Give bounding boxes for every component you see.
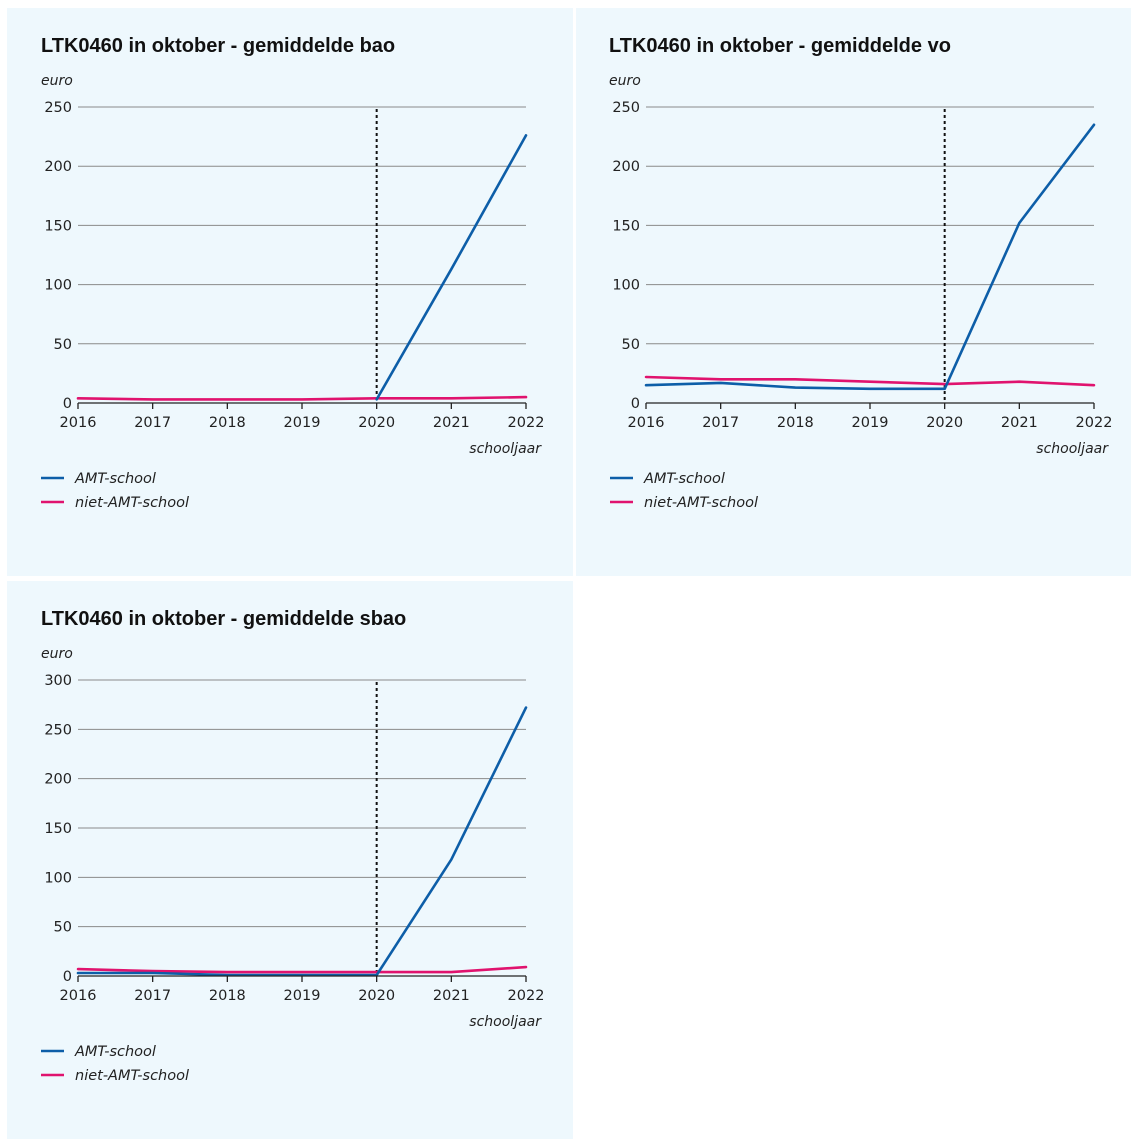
legend-label: AMT-school: [74, 471, 156, 487]
series-line-amt-school: [76, 706, 528, 977]
legend-label: niet-AMT-school: [75, 1068, 189, 1084]
y-tick-label: 250: [612, 100, 640, 116]
x-axis-label: schooljaar: [469, 1014, 542, 1030]
series-lines: [76, 706, 528, 977]
x-tick-label: 2016: [60, 415, 97, 431]
x-tick-label: 2018: [209, 988, 246, 1004]
y-tick-label: 50: [622, 337, 640, 353]
chart-panel-sbao: LTK0460 in oktober - gemiddelde sbao eur…: [7, 581, 573, 1139]
chart-title: LTK0460 in oktober - gemiddelde bao: [41, 35, 395, 57]
x-tick-label: 2016: [628, 415, 665, 431]
x-axis-label: schooljaar: [469, 441, 542, 457]
y-tick-label: 150: [612, 218, 640, 234]
x-tick-label: 2022: [1076, 415, 1113, 431]
x-axis: 2016 2017 2018 2019 2020 2021 2022: [628, 402, 1113, 431]
x-tick-label: 2019: [852, 415, 889, 431]
x-tick-label: 2022: [508, 415, 545, 431]
y-tick-label: 0: [63, 969, 72, 985]
x-tick-label: 2021: [433, 988, 470, 1004]
series-line-amt-school: [644, 123, 1096, 391]
series-lines: [644, 123, 1096, 391]
chart-panel-vo: LTK0460 in oktober - gemiddelde vo euro …: [576, 8, 1131, 576]
legend-label: AMT-school: [643, 471, 725, 487]
chart-panel-bao: LTK0460 in oktober - gemiddelde bao euro…: [7, 8, 573, 576]
y-tick-label: 250: [44, 722, 72, 738]
y-axis-label: euro: [609, 73, 641, 89]
x-axis: 2016 2017 2018 2019 2020 2021 2022: [60, 975, 545, 1004]
x-axis: 2016 2017 2018 2019 2020 2021 2022: [60, 402, 545, 431]
legend-label: AMT-school: [74, 1044, 156, 1060]
y-tick-label: 0: [63, 396, 72, 412]
y-tick-label: 250: [44, 100, 72, 116]
x-tick-label: 2020: [358, 988, 395, 1004]
legend-label: niet-AMT-school: [75, 495, 189, 511]
series-line-amt-school: [375, 134, 528, 401]
y-tick-label: 150: [44, 218, 72, 234]
legend: AMT-school niet-AMT-school: [41, 471, 189, 511]
x-axis-label: schooljaar: [1036, 441, 1109, 457]
chart-title: LTK0460 in oktober - gemiddelde sbao: [41, 608, 406, 630]
line-chart-sbao: LTK0460 in oktober - gemiddelde sbao eur…: [41, 608, 545, 1084]
y-tick-label: 200: [44, 159, 72, 175]
series-line-niet-amt-school: [76, 395, 528, 401]
x-tick-label: 2021: [433, 415, 470, 431]
x-tick-label: 2021: [1001, 415, 1038, 431]
chart-title: LTK0460 in oktober - gemiddelde vo: [609, 35, 951, 57]
y-tick-label: 0: [631, 396, 640, 412]
x-tick-label: 2017: [134, 415, 171, 431]
x-tick-label: 2018: [209, 415, 246, 431]
line-chart-bao: LTK0460 in oktober - gemiddelde bao euro…: [41, 35, 545, 511]
gridlines: 0 50 100 150 200 250: [44, 100, 526, 412]
legend: AMT-school niet-AMT-school: [41, 1044, 189, 1084]
series-lines: [76, 134, 528, 401]
x-tick-label: 2020: [926, 415, 963, 431]
y-tick-label: 200: [44, 772, 72, 788]
y-tick-label: 100: [44, 278, 72, 294]
x-tick-label: 2017: [134, 988, 171, 1004]
x-tick-label: 2017: [702, 415, 739, 431]
y-axis-label: euro: [41, 73, 73, 89]
line-chart-vo: LTK0460 in oktober - gemiddelde vo euro …: [609, 35, 1113, 511]
y-axis-label: euro: [41, 646, 73, 662]
y-tick-label: 100: [612, 278, 640, 294]
legend-label: niet-AMT-school: [644, 495, 758, 511]
x-tick-label: 2018: [777, 415, 814, 431]
y-tick-label: 150: [44, 821, 72, 837]
series-line-niet-amt-school: [644, 375, 1096, 387]
gridlines: 0 50 100 150 200 250: [612, 100, 1094, 412]
x-tick-label: 2016: [60, 988, 97, 1004]
x-tick-label: 2022: [508, 988, 545, 1004]
y-tick-label: 300: [44, 673, 72, 689]
legend: AMT-school niet-AMT-school: [610, 471, 758, 511]
x-tick-label: 2020: [358, 415, 395, 431]
gridlines: 0 50 100 150 200 250 300: [44, 673, 526, 985]
series-line-niet-amt-school: [76, 965, 528, 974]
y-tick-label: 50: [54, 337, 72, 353]
x-tick-label: 2019: [284, 415, 321, 431]
y-tick-label: 100: [44, 870, 72, 886]
y-tick-label: 200: [612, 159, 640, 175]
y-tick-label: 50: [54, 920, 72, 936]
x-tick-label: 2019: [284, 988, 321, 1004]
